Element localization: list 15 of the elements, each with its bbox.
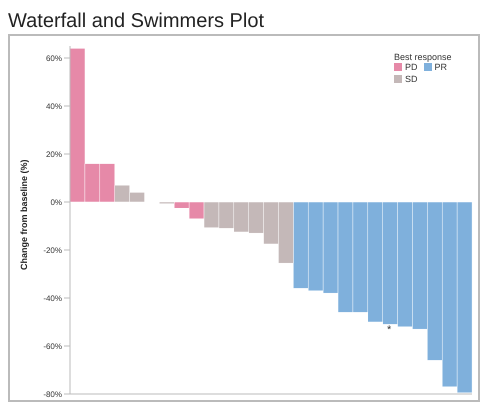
legend-label: PD <box>404 62 418 72</box>
y-tick-label: -80% <box>43 390 62 399</box>
legend-label: PR <box>434 62 448 72</box>
y-tick-label: 40% <box>46 102 62 111</box>
y-tick-label: -20% <box>43 246 62 255</box>
legend-title: Best response <box>394 52 453 62</box>
y-axis-title: Change from baseline (%) <box>19 159 30 270</box>
y-tick-label: 0% <box>50 198 62 207</box>
y-tick-label: 20% <box>46 150 62 159</box>
chart-title: Waterfall and Swimmers Plot <box>8 9 265 34</box>
y-tick-label: 60% <box>46 54 62 63</box>
y-tick-label: -40% <box>43 294 62 303</box>
y-tick-label: -60% <box>43 342 62 351</box>
annotation: * <box>387 324 392 336</box>
legend-label: SD <box>404 74 418 84</box>
